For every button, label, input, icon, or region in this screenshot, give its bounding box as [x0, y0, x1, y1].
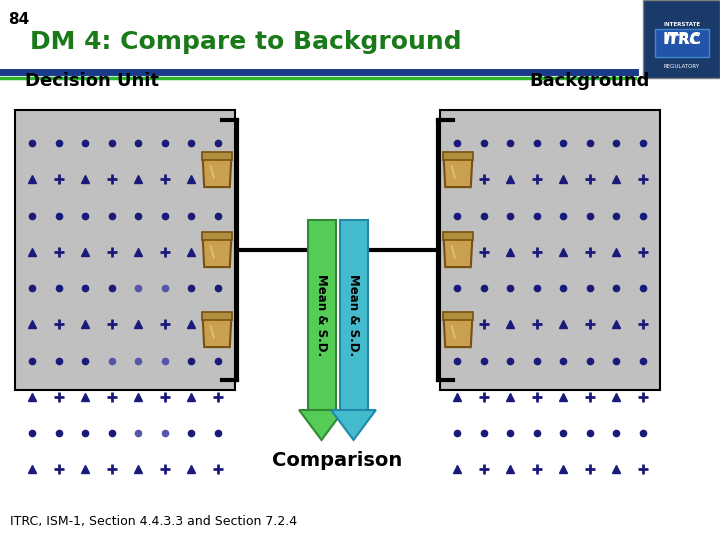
Polygon shape	[299, 410, 344, 440]
Text: Decision Unit: Decision Unit	[25, 72, 159, 90]
Bar	[655, 29, 709, 57]
Text: 84: 84	[8, 12, 30, 27]
Text: Mean & S.D.: Mean & S.D.	[347, 274, 360, 356]
Bar	[443, 232, 473, 240]
Text: ITRC, ISM-1, Section 4.4.3.3 and Section 7.2.4: ITRC, ISM-1, Section 4.4.3.3 and Section…	[10, 515, 297, 528]
Bar	[15, 110, 235, 390]
Text: DM 4: Compare to Background: DM 4: Compare to Background	[30, 30, 462, 54]
Bar	[443, 152, 473, 160]
Bar	[202, 312, 233, 320]
Text: Background: Background	[530, 72, 650, 90]
Polygon shape	[331, 410, 376, 440]
Text: ITRC: ITRC	[662, 32, 701, 47]
Text: Comparison: Comparison	[272, 450, 402, 469]
Text: INTERSTATE: INTERSTATE	[663, 22, 701, 27]
Polygon shape	[444, 157, 472, 187]
Polygon shape	[202, 316, 231, 347]
Text: Mean & S.D.: Mean & S.D.	[315, 274, 328, 356]
Bar	[307, 220, 336, 410]
Bar	[443, 312, 473, 320]
Bar	[440, 110, 660, 390]
Bar	[340, 220, 367, 410]
Polygon shape	[202, 237, 231, 267]
Polygon shape	[444, 316, 472, 347]
Bar	[202, 152, 233, 160]
Bar	[202, 232, 233, 240]
Text: ITRC: ITRC	[665, 33, 700, 47]
Text: REGULATORY: REGULATORY	[664, 64, 700, 69]
Polygon shape	[202, 157, 231, 187]
Polygon shape	[444, 237, 472, 267]
Bar	[643, 0, 720, 78]
